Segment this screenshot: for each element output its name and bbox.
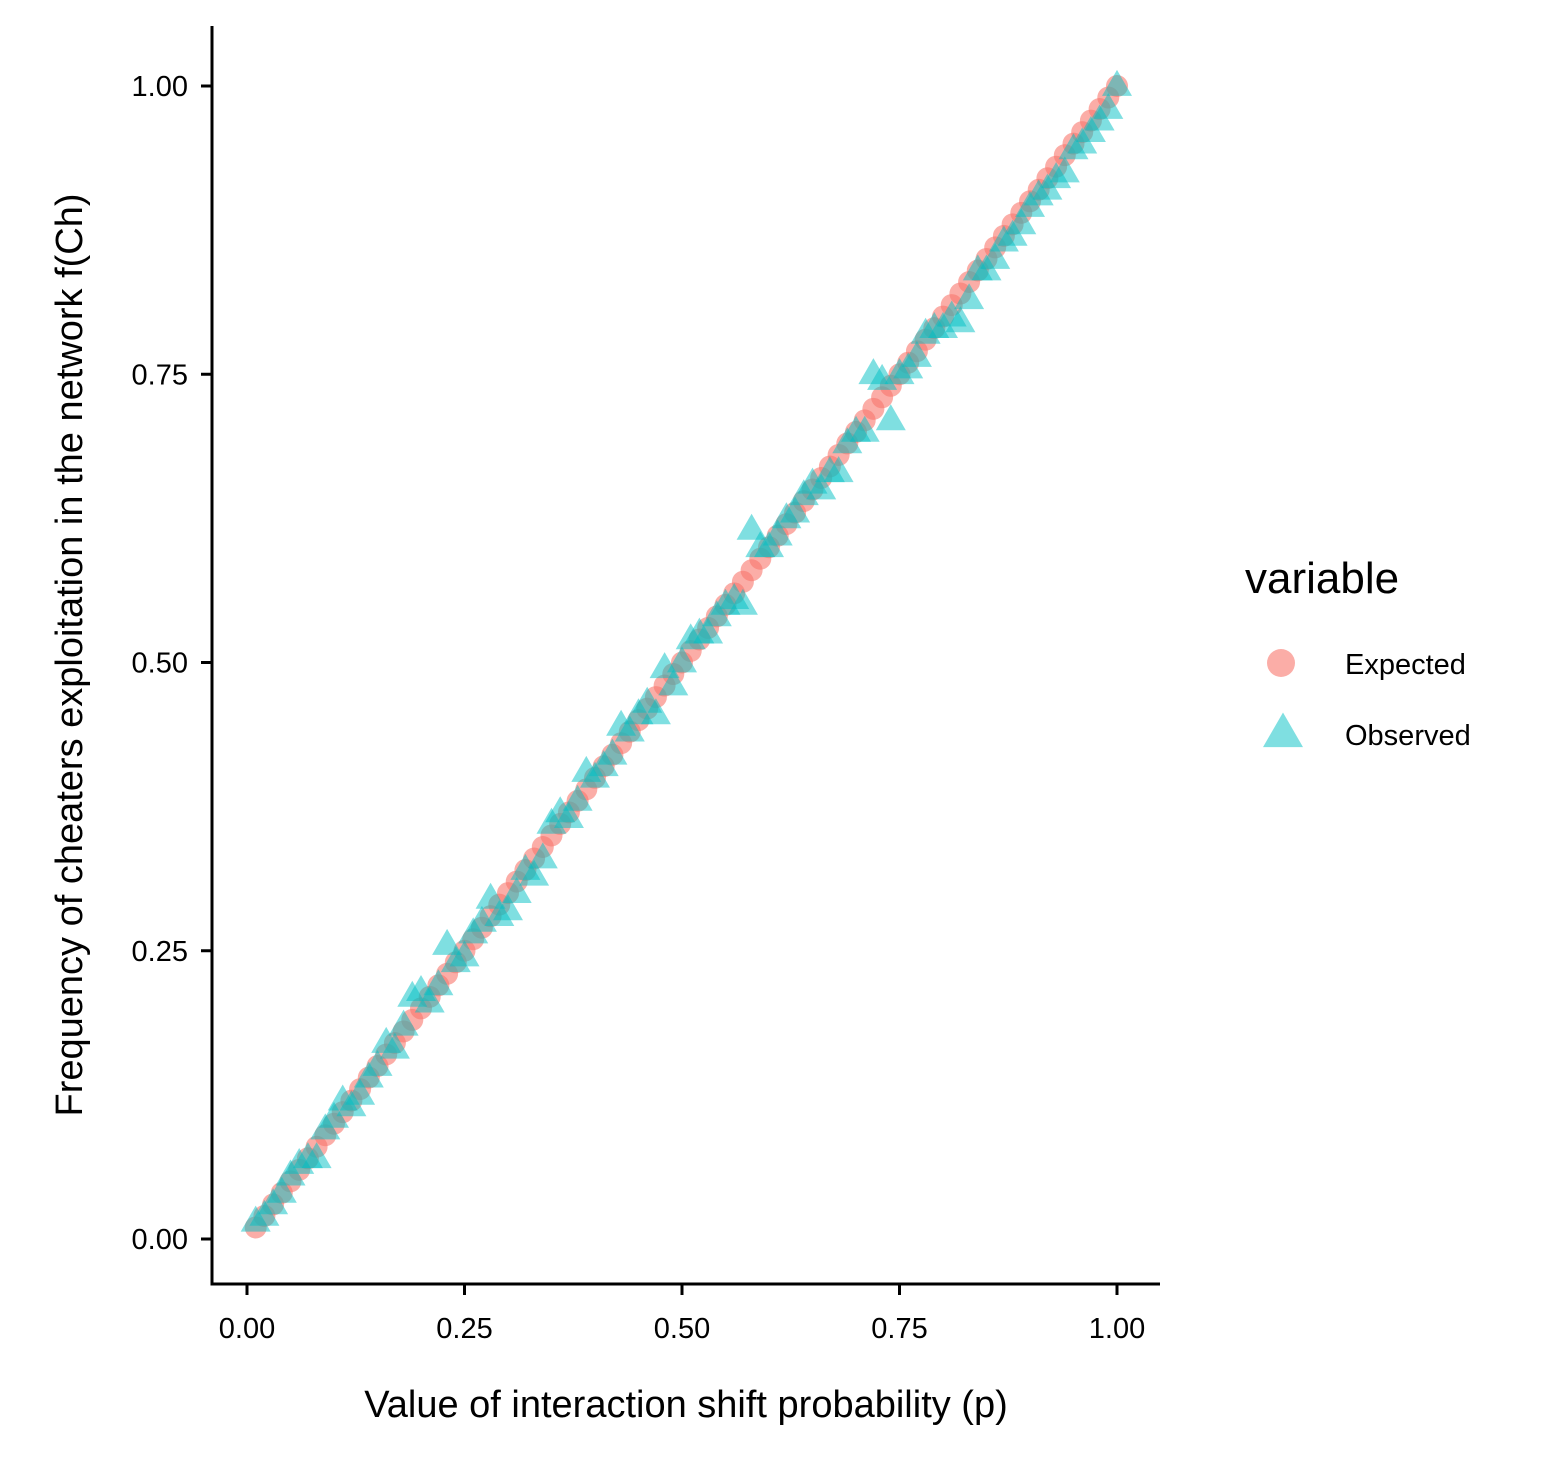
observed-point [562, 784, 593, 811]
observed-point [945, 306, 976, 333]
observed-point [379, 1032, 410, 1059]
observed-point [614, 715, 645, 742]
observed-point [640, 698, 671, 725]
observed-point [493, 894, 523, 921]
observed-point [727, 588, 758, 615]
y-axis-title: Frequency of cheaters exploitation in th… [49, 193, 91, 1116]
legend-label: Observed [1345, 720, 1471, 752]
y-tick-label: 0.50 [132, 648, 188, 680]
legend-title: variable [1245, 554, 1399, 603]
observed-point [693, 617, 724, 644]
x-axis-title: Value of interaction shift probability (… [364, 1384, 1008, 1426]
y-tick-label: 0.75 [132, 359, 188, 391]
observed-point [658, 669, 689, 696]
observed-point [1049, 156, 1080, 183]
x-tick-label: 0.50 [654, 1313, 710, 1345]
x-tick-label: 0.75 [871, 1313, 927, 1345]
observed-point [954, 283, 985, 310]
observed-point [319, 1101, 349, 1128]
observed-point [780, 496, 811, 523]
observed-point [1102, 69, 1132, 96]
observed-point [301, 1142, 332, 1169]
legend-label: Expected [1345, 649, 1466, 681]
observed-point [266, 1176, 297, 1203]
observed-point [849, 415, 880, 442]
observed-point [449, 940, 480, 967]
observed-point [414, 986, 445, 1013]
y-tick-label: 0.00 [132, 1224, 188, 1256]
legend-entries: Expected Observed [1263, 649, 1471, 752]
observed-point [762, 519, 793, 546]
ticks-layer: 0.00 0.25 0.50 0.75 1.00 0.00 0.25 0.50 0.75 1.00 [132, 71, 1146, 1345]
y-tick-label: 0.25 [132, 936, 188, 968]
observed-point [423, 969, 454, 996]
legend: variable Expected Observed [1245, 554, 1471, 752]
observed-point [1006, 208, 1037, 235]
legend-expected-icon [1267, 649, 1295, 677]
observed-point [667, 646, 697, 673]
observed-point [388, 1009, 419, 1036]
observed-point [519, 859, 550, 886]
legend-observed-icon [1263, 712, 1303, 748]
observed-point [1093, 92, 1124, 119]
observed-point [806, 473, 837, 500]
observed-point [553, 802, 584, 829]
observed-point [980, 242, 1011, 269]
x-tick-label: 0.00 [219, 1313, 275, 1345]
axes-layer [210, 26, 1160, 1286]
observed-point [901, 340, 932, 367]
x-tick-label: 0.25 [436, 1313, 492, 1345]
observed-point [362, 1049, 393, 1076]
points-layer [240, 69, 1132, 1239]
observed-point [823, 456, 854, 483]
y-tick-label: 1.00 [132, 71, 188, 103]
observed-point [345, 1078, 376, 1105]
observed-point [527, 842, 558, 869]
x-tick-label: 1.00 [1089, 1313, 1145, 1345]
observed-point [597, 738, 628, 765]
observed-point [501, 876, 532, 903]
observed-point [875, 404, 906, 431]
